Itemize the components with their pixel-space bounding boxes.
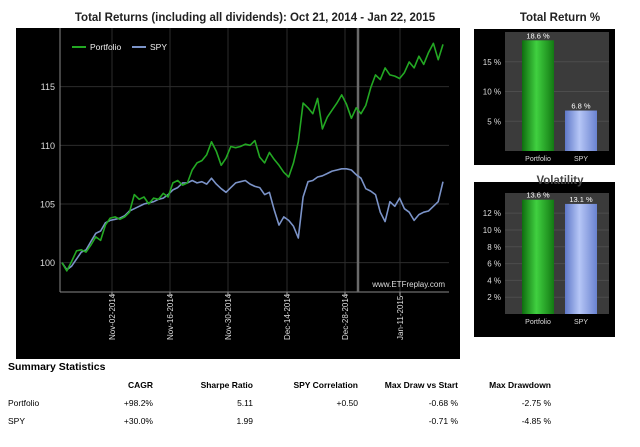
summary-row: SPY +30.0% 1.99 -0.71 % -4.85 % xyxy=(8,416,568,434)
summary-statistics-table: CAGR Sharpe Ratio SPY Correlation Max Draw … xyxy=(8,380,568,434)
legend-label: SPY xyxy=(150,42,167,52)
summary-cell: -2.75 % xyxy=(521,398,551,408)
y-tick-label: 105 xyxy=(40,200,55,210)
summary-column-header: SPY Correlation xyxy=(293,380,358,390)
bar-y-tick-label: 15 % xyxy=(483,58,501,67)
x-tick-label: Dec-28-2014 xyxy=(341,293,350,340)
legend-label: Portfolio xyxy=(90,42,121,52)
series-line-portfolio xyxy=(61,42,444,272)
series-line-spy xyxy=(61,168,444,271)
summary-statistics-heading: Summary Statistics xyxy=(8,361,106,373)
bar-chart-title: Volatility xyxy=(536,175,584,187)
summary-row: Portfolio +98.2% 5.11 +0.50 -0.68 % -2.75 % xyxy=(8,398,568,416)
bar-category-label: Portfolio xyxy=(525,156,551,163)
bar-y-tick-label: 6 % xyxy=(487,260,501,269)
summary-column-header: Max Drawdown xyxy=(489,380,551,390)
summary-header-row: CAGR Sharpe Ratio SPY Correlation Max Draw … xyxy=(8,380,568,398)
x-tick-label: Nov-02-2014 xyxy=(108,293,117,340)
bar-y-tick-label: 12 % xyxy=(483,209,501,218)
summary-cell: +30.0% xyxy=(123,416,153,426)
chart-area: Total Returns (including all dividends):… xyxy=(16,12,615,359)
summary-cell: +0.50 xyxy=(336,398,358,408)
summary-cell: -4.85 % xyxy=(521,416,551,426)
y-tick-label: 110 xyxy=(41,141,55,151)
bar-category-label: Portfolio xyxy=(525,319,551,326)
summary-column-header: Sharpe Ratio xyxy=(200,380,253,390)
summary-cell: -0.71 % xyxy=(428,416,458,426)
bar-y-tick-label: 10 % xyxy=(483,226,501,235)
bar-y-tick-label: 8 % xyxy=(487,243,501,252)
watermark: www.ETFreplay.com xyxy=(371,280,445,289)
y-tick-label: 115 xyxy=(41,82,55,92)
bar-chart-title: Total Return % xyxy=(520,12,600,24)
bar-y-tick-label: 5 % xyxy=(487,117,501,126)
x-tick-label: Jan-11-2015 xyxy=(396,295,405,340)
line-chart-background xyxy=(16,28,460,359)
bar-spy xyxy=(565,203,597,314)
bar-value-label: 13.6 % xyxy=(526,191,550,200)
summary-cell: -0.68 % xyxy=(428,398,458,408)
summary-column-header: CAGR xyxy=(127,380,153,390)
summary-cell: +98.2% xyxy=(123,398,153,408)
summary-cell: 1.99 xyxy=(236,416,253,426)
summary-column-header: Max Draw vs Start xyxy=(384,380,458,390)
summary-cell: Portfolio xyxy=(8,398,40,408)
bar-value-label: 18.6 % xyxy=(526,31,550,40)
x-tick-label: Nov-16-2014 xyxy=(166,293,175,340)
x-tick-label: Dec-14-2014 xyxy=(283,293,292,340)
bar-category-label: SPY xyxy=(574,319,588,326)
bar-spy xyxy=(565,110,597,151)
bar-y-tick-label: 10 % xyxy=(483,88,501,97)
bar-y-tick-label: 2 % xyxy=(487,293,501,302)
bar-portfolio xyxy=(522,40,554,151)
bar-category-label: SPY xyxy=(574,156,588,163)
summary-cell: 5.11 xyxy=(237,398,253,408)
x-tick-label: Nov-30-2014 xyxy=(224,293,233,340)
bar-portfolio xyxy=(522,199,554,314)
summary-cell: SPY xyxy=(8,416,26,426)
bar-value-label: 6.8 % xyxy=(571,102,591,111)
bar-y-tick-label: 4 % xyxy=(487,276,501,285)
bar-value-label: 13.1 % xyxy=(569,195,593,204)
y-tick-label: 100 xyxy=(40,258,55,268)
line-chart-title: Total Returns (including all dividends):… xyxy=(75,12,436,24)
